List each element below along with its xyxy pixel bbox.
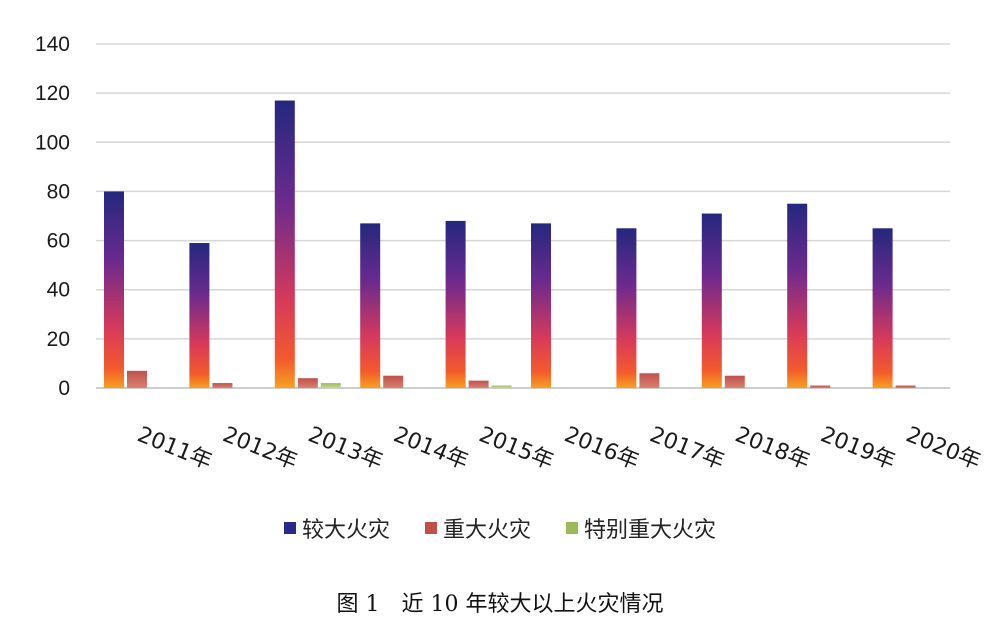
y-tick-label: 40	[47, 279, 70, 302]
x-tick-label: 2015年	[475, 422, 557, 474]
bar-serious-fire	[297, 378, 318, 388]
bar-serious-fire	[895, 385, 916, 388]
figure-caption: 图 1 近 10 年较大以上火灾情况	[336, 592, 664, 617]
bar-major-fire	[531, 223, 551, 388]
bar-major-fire	[445, 220, 466, 388]
legend-swatch-extraordinary	[566, 522, 578, 534]
bar-serious-fire	[468, 380, 489, 388]
y-tick-label: 80	[47, 180, 70, 203]
legend: 较大火灾 重大火灾 特别重大火灾	[0, 512, 1000, 544]
bar-major-fire	[872, 228, 893, 388]
legend-label-major: 较大火灾	[301, 518, 390, 543]
bar-serious-fire	[127, 370, 147, 388]
y-tick-label: 0	[58, 377, 70, 400]
x-tick-label: 2013年	[305, 422, 387, 474]
bar-serious-fire	[212, 383, 233, 388]
bar-major-fire	[274, 100, 295, 388]
y-tick-label: 140	[35, 33, 70, 56]
x-tick-label: 2018年	[732, 422, 814, 474]
legend-label-extraordinary: 特别重大火灾	[584, 518, 717, 543]
x-tick-label: 2012年	[219, 422, 301, 474]
x-tick-label: 2019年	[817, 422, 899, 474]
y-tick-label: 100	[35, 131, 70, 154]
legend-label-serious: 重大火灾	[442, 518, 531, 543]
bar-major-fire	[787, 203, 808, 388]
bar-major-fire	[189, 243, 210, 388]
bar-serious-fire	[383, 375, 404, 388]
legend-item-major: 较大火灾	[283, 512, 390, 544]
legend-item-extraordinary: 特别重大火灾	[566, 512, 716, 544]
bar-serious-fire	[639, 373, 660, 388]
bar-major-fire	[360, 223, 381, 388]
bar-major-fire	[616, 228, 637, 388]
y-tick-label: 120	[35, 82, 70, 105]
y-tick-label: 60	[47, 230, 70, 253]
bar-extraordinary-fire	[491, 385, 512, 388]
x-tick-label: 2016年	[561, 422, 643, 474]
legend-item-serious: 重大火灾	[424, 512, 531, 544]
y-tick-label: 20	[47, 328, 70, 351]
x-tick-label: 2017年	[646, 422, 728, 474]
bar-serious-fire	[724, 375, 745, 388]
legend-swatch-serious	[424, 522, 437, 534]
legend-swatch-major	[283, 522, 296, 534]
bar-major-fire	[701, 213, 722, 388]
bar-extraordinary-fire	[320, 383, 341, 388]
x-tick-label: 2020年	[902, 422, 984, 474]
x-tick-label: 2011年	[134, 422, 216, 474]
bar-major-fire	[104, 191, 124, 388]
x-tick-label: 2014年	[390, 422, 472, 474]
bar-serious-fire	[810, 385, 831, 388]
